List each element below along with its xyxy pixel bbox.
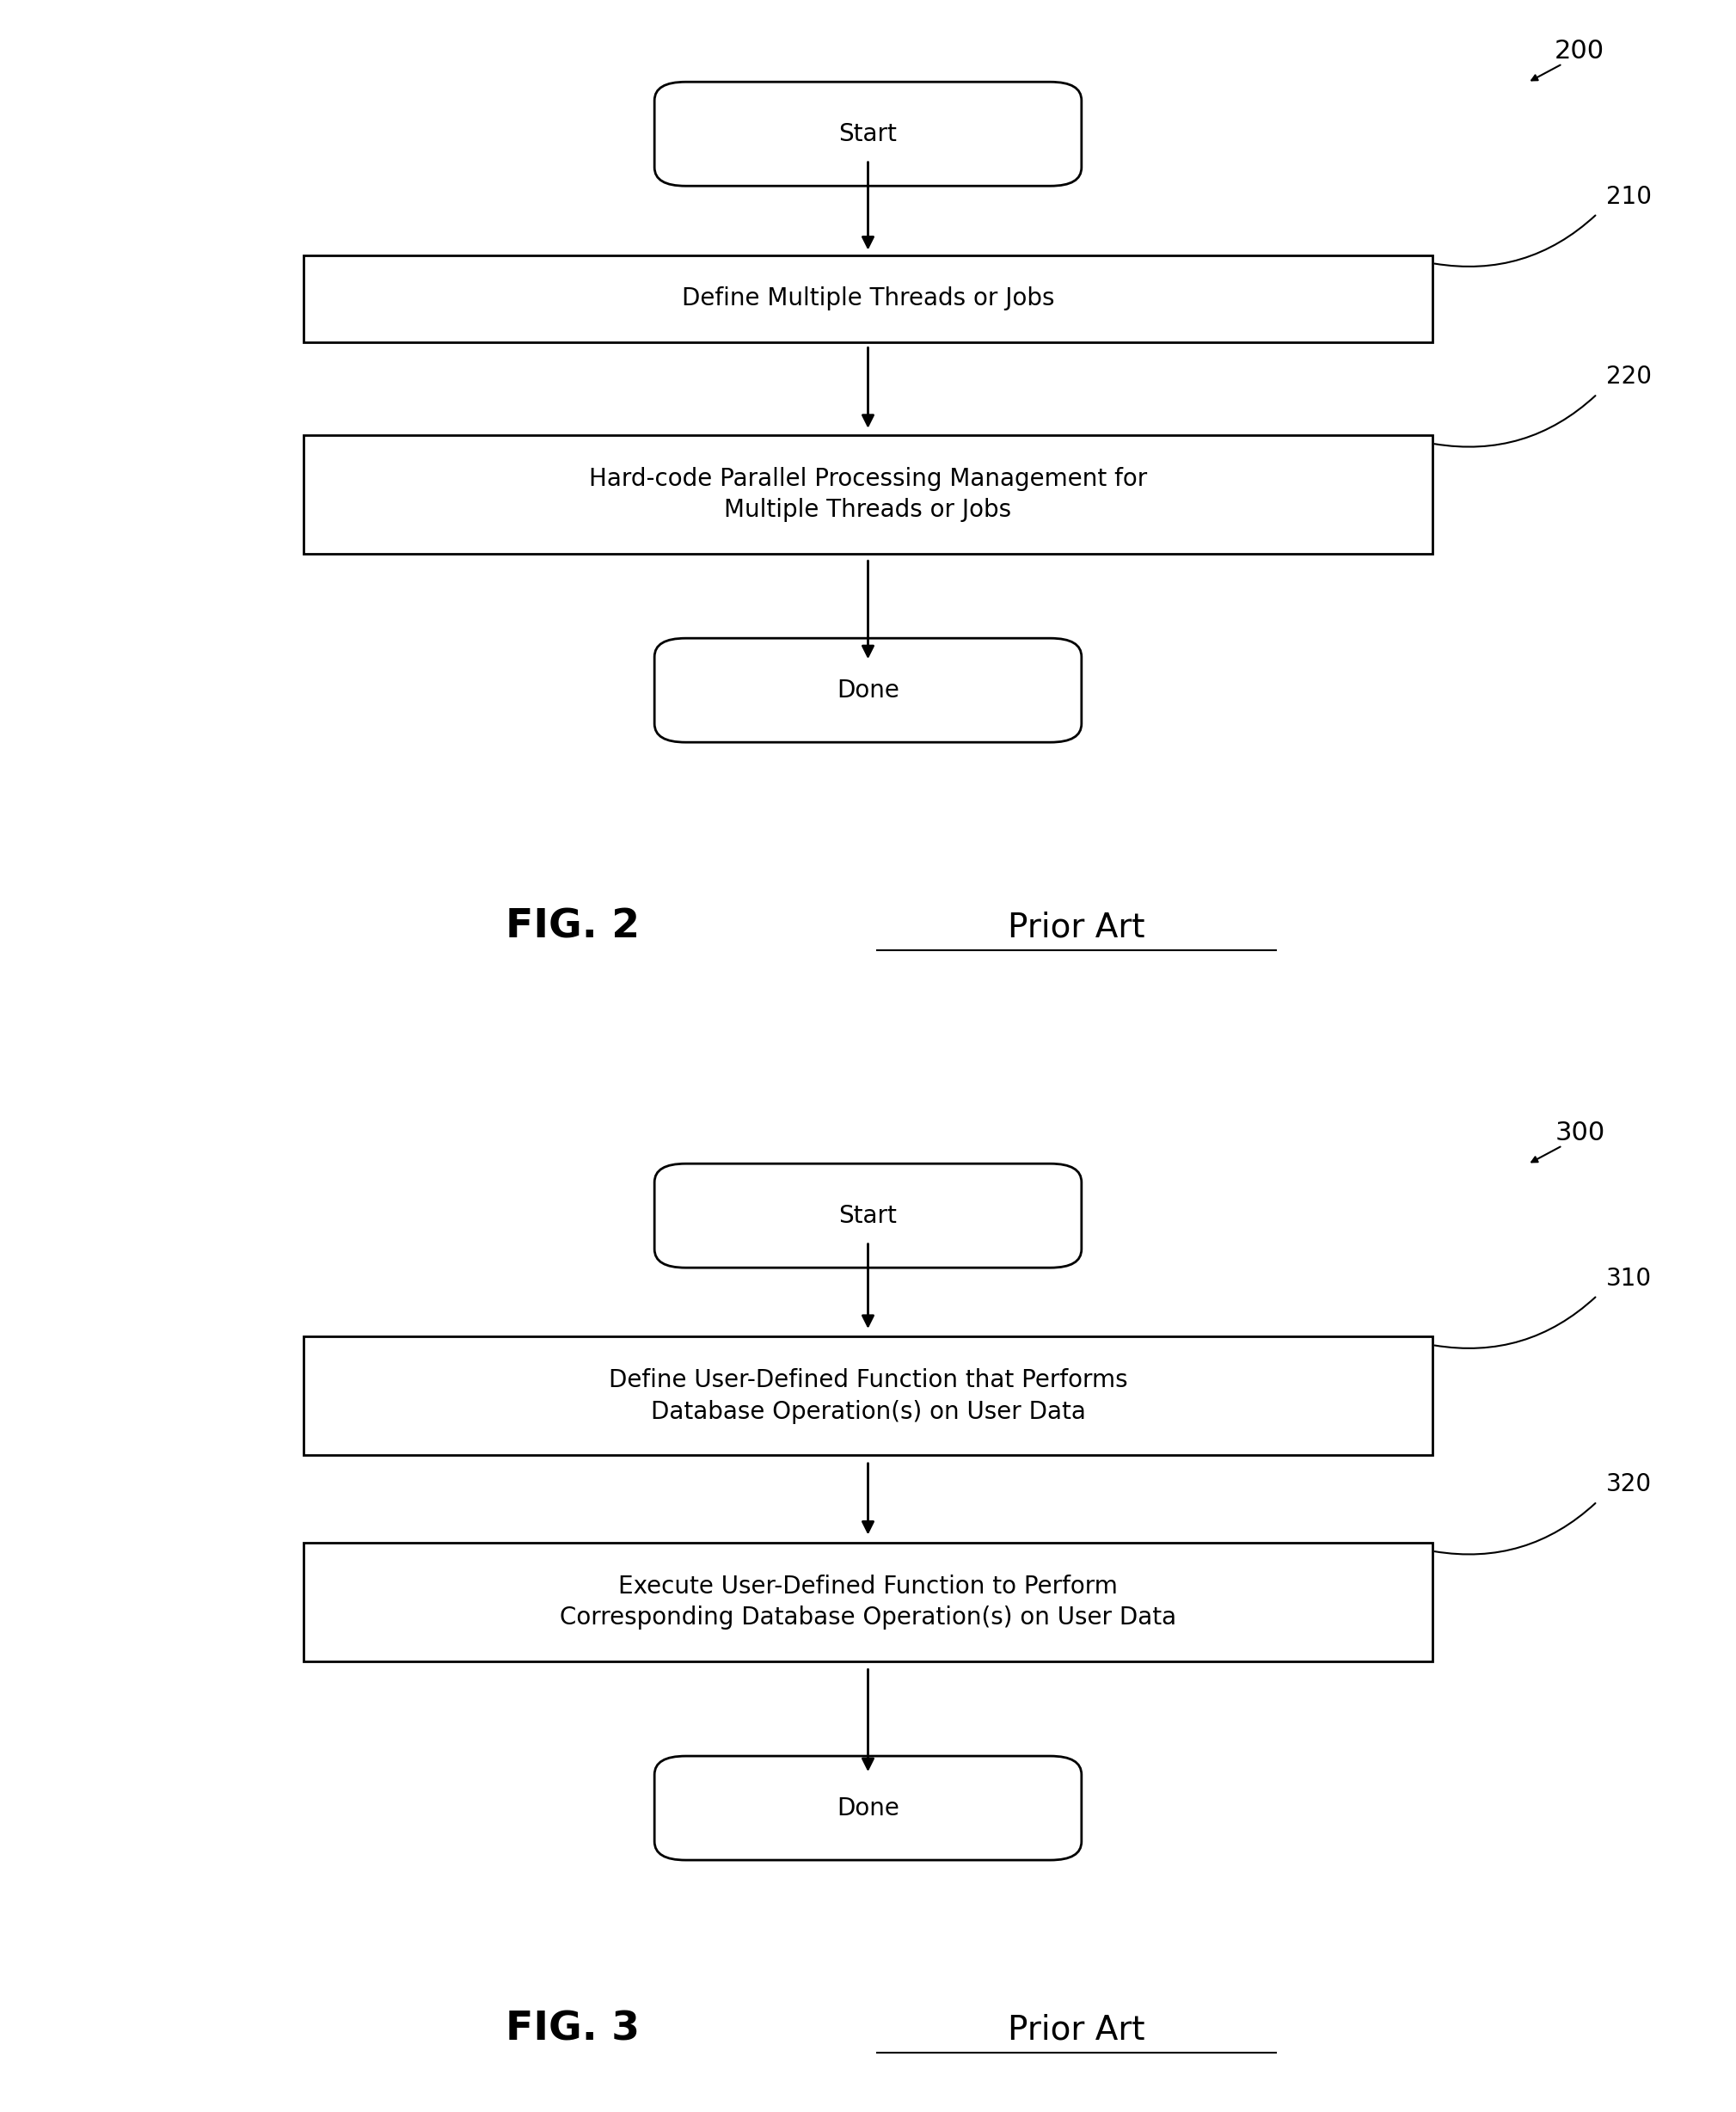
Text: Start: Start <box>838 1204 898 1227</box>
Text: 200: 200 <box>1555 38 1604 63</box>
FancyBboxPatch shape <box>654 638 1082 741</box>
Text: Execute User-Defined Function to Perform
Corresponding Database Operation(s) on : Execute User-Defined Function to Perform… <box>559 1573 1177 1630</box>
FancyBboxPatch shape <box>304 435 1432 553</box>
FancyBboxPatch shape <box>654 1164 1082 1267</box>
FancyBboxPatch shape <box>654 1755 1082 1861</box>
FancyBboxPatch shape <box>304 256 1432 342</box>
Text: FIG. 3: FIG. 3 <box>505 2011 641 2049</box>
Text: Prior Art: Prior Art <box>1009 2013 1144 2047</box>
Text: FIG. 2: FIG. 2 <box>505 908 641 946</box>
Text: 320: 320 <box>1606 1472 1651 1497</box>
Text: Define Multiple Threads or Jobs: Define Multiple Threads or Jobs <box>682 287 1054 310</box>
Text: 300: 300 <box>1555 1121 1604 1145</box>
Text: 220: 220 <box>1606 365 1651 389</box>
Text: Prior Art: Prior Art <box>1009 910 1144 944</box>
Text: Start: Start <box>838 122 898 146</box>
Text: Done: Done <box>837 678 899 703</box>
FancyBboxPatch shape <box>304 1337 1432 1455</box>
Text: 310: 310 <box>1606 1267 1651 1290</box>
Text: Done: Done <box>837 1795 899 1821</box>
FancyBboxPatch shape <box>304 1542 1432 1662</box>
Text: Hard-code Parallel Processing Management for
Multiple Threads or Jobs: Hard-code Parallel Processing Management… <box>589 467 1147 522</box>
Text: 210: 210 <box>1606 184 1651 209</box>
FancyBboxPatch shape <box>654 82 1082 186</box>
Text: Define User-Defined Function that Performs
Database Operation(s) on User Data: Define User-Defined Function that Perfor… <box>609 1369 1127 1423</box>
